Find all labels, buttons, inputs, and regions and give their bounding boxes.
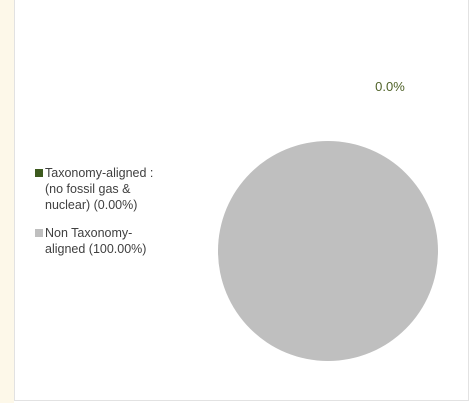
legend-item-non-taxonomy-aligned: Non Taxonomy- aligned (100.00%) bbox=[35, 225, 180, 257]
legend-label-line: Taxonomy-aligned : bbox=[45, 166, 154, 180]
legend-label: Non Taxonomy- aligned (100.00%) bbox=[45, 225, 146, 257]
pie-slice-1 bbox=[218, 141, 438, 361]
legend-swatch-non-taxonomy-aligned bbox=[35, 229, 43, 237]
legend-label-line: aligned (100.00%) bbox=[45, 242, 147, 256]
page-margin-strip bbox=[0, 0, 14, 403]
legend-label-line: (no fossil gas & bbox=[45, 182, 131, 196]
legend-item-taxonomy-aligned: Taxonomy-aligned : (no fossil gas & nucl… bbox=[35, 165, 180, 213]
pie-data-labels: 0.0% bbox=[375, 79, 405, 94]
legend-label: Taxonomy-aligned : (no fossil gas & nucl… bbox=[45, 165, 153, 213]
legend-label-line: Non Taxonomy- bbox=[45, 226, 133, 240]
data-label-taxonomy-aligned: 0.0% bbox=[375, 79, 405, 94]
legend-label-line: nuclear) (0.00%) bbox=[45, 198, 138, 212]
pie-slices bbox=[218, 141, 438, 361]
legend-swatch-taxonomy-aligned bbox=[35, 169, 43, 177]
chart-legend: Taxonomy-aligned : (no fossil gas & nucl… bbox=[35, 165, 180, 257]
